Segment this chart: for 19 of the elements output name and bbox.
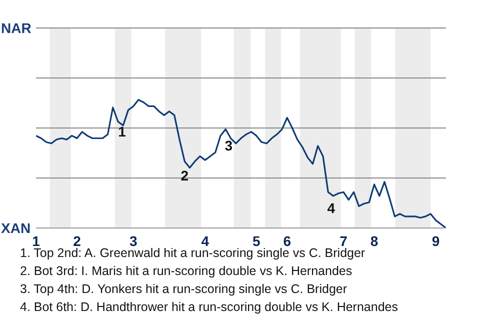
x-tick-label: 9	[432, 232, 440, 249]
x-tick-label: 7	[340, 232, 348, 249]
annotation: 3	[224, 137, 233, 154]
x-tick-label: 5	[252, 232, 260, 249]
x-tick-label: 2	[73, 232, 82, 249]
text: 2. Bot 3rd: I. Maris hit a run-scoring double vs K. Hernandes	[20, 263, 354, 280]
text: NAR	[1, 20, 32, 36]
annotation: 4	[327, 200, 336, 216]
text: 4. Bot 6th: D. Handthrower hit a run-scoring double vs K. Hernandes	[20, 299, 398, 316]
x-tick-label: 4	[201, 232, 210, 249]
text: 1. Top 2nd: A. Greenwald hit a run-scoring single vs C. Bridger	[20, 246, 366, 260]
x-tick-label: 3	[129, 232, 138, 249]
x-tick-label: 6	[283, 232, 292, 249]
annotation: 2	[180, 167, 189, 184]
x-tick-label: 8	[370, 232, 378, 249]
text: XAN	[1, 220, 31, 236]
x-tick-label: 1	[32, 232, 40, 249]
annotation: 1	[118, 124, 126, 140]
text: 3. Top 4th: D. Yonkers hit a run-scoring single vs C. Bridger	[20, 281, 348, 298]
